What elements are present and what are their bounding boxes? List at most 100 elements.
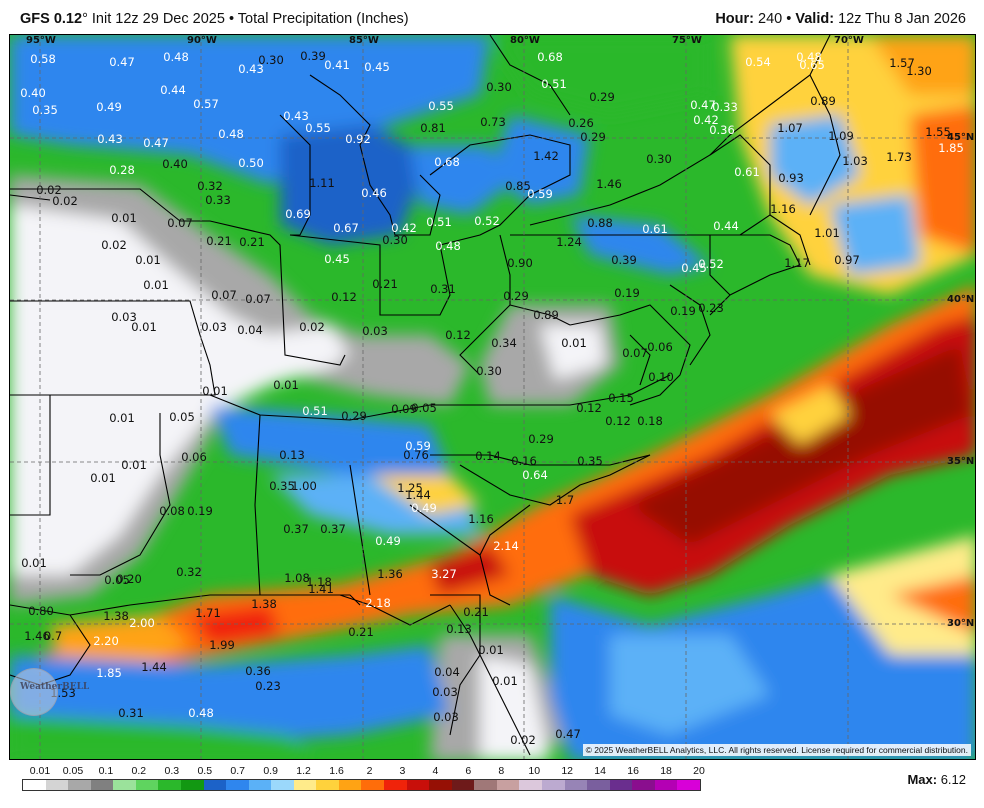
- precip-value-label: 0.85: [505, 179, 531, 193]
- color-scale-tick-label: 16: [627, 765, 639, 777]
- precip-value-label: 0.29: [341, 409, 367, 423]
- precip-value-label: 0.31: [118, 706, 144, 720]
- precip-value-label: 0.02: [52, 194, 78, 208]
- precip-value-label: 0.12: [576, 401, 602, 415]
- color-scale-tick-label: 6: [465, 765, 472, 777]
- precip-value-label: 0.47: [555, 727, 581, 741]
- precip-value-label: 0.01: [111, 211, 137, 225]
- precip-value-label: 3.27: [431, 567, 457, 581]
- degree-sign: °: [82, 11, 88, 27]
- precip-value-label: 0.35: [577, 454, 603, 468]
- model-name: GFS 0.12: [20, 11, 83, 27]
- lat-label-30n: 30°N: [947, 618, 975, 629]
- precip-value-label: 1.85: [96, 666, 122, 680]
- color-scale-swatch: [248, 780, 272, 790]
- precip-value-label: 0.07: [211, 288, 237, 302]
- precip-value-label: 0.21: [239, 235, 265, 249]
- precip-value-label: 0.30: [382, 233, 408, 247]
- color-scale-tick-label: 0.9: [263, 765, 278, 777]
- precip-value-label: 0.48: [796, 50, 822, 64]
- precip-value-label: 1.16: [468, 512, 494, 526]
- precip-value-label: 2.14: [493, 539, 519, 553]
- color-scale-tick-label: 4: [432, 765, 439, 777]
- precip-value-label: 0.01: [121, 458, 147, 472]
- precip-value-label: 0.43: [238, 62, 264, 76]
- color-scale-swatch: [135, 780, 159, 790]
- color-scale-swatch: [496, 780, 520, 790]
- precip-value-label: 0.26: [568, 116, 594, 130]
- precip-value-label: 1.11: [309, 176, 335, 190]
- precip-value-label: 0.48: [188, 706, 214, 720]
- precip-value-label: 0.15: [608, 391, 634, 405]
- precip-value-label: 0.47: [143, 136, 169, 150]
- precip-value-label: 0.35: [269, 479, 295, 493]
- precip-value-label: 0.51: [426, 215, 452, 229]
- color-scale-tick-label: 12: [561, 765, 574, 777]
- precip-value-label: 0.13: [446, 622, 472, 636]
- lon-label-80w: 80°W: [510, 35, 540, 46]
- color-scale-swatch: [203, 780, 227, 790]
- precip-value-label: 0.01: [131, 320, 157, 334]
- precip-value-label: 0.03: [201, 320, 227, 334]
- precip-value-label: 0.12: [445, 328, 471, 342]
- precip-value-label: 0.05: [104, 573, 130, 587]
- color-scale-tick-label: 0.3: [164, 765, 180, 777]
- header-bar: GFS 0.12° Init 12z 29 Dec 2025 • Total P…: [0, 0, 984, 34]
- precip-value-label: 0.49: [375, 534, 401, 548]
- precip-value-label: 0.01: [21, 556, 47, 570]
- precip-value-label: 0.46: [361, 186, 387, 200]
- precip-value-label: 1.24: [556, 235, 582, 249]
- color-scale-swatch: [541, 780, 565, 790]
- color-scale-swatch: [384, 780, 407, 790]
- precip-value-label: 1.30: [906, 64, 932, 78]
- color-scale-tick-label: 14: [594, 765, 606, 777]
- precip-value-label: 0.33: [712, 100, 738, 114]
- valid-value: 12z Thu 8 Jan 2026: [834, 11, 966, 27]
- precip-value-label: 0.14: [475, 449, 501, 463]
- color-scale-swatch: [113, 780, 136, 790]
- precip-value-label: 1.18: [306, 575, 332, 589]
- color-scale-swatch: [632, 780, 655, 790]
- precip-value-label: 0.03: [433, 710, 459, 724]
- precip-value-label: 0.05: [411, 401, 437, 415]
- precip-value-label: 1.55: [925, 125, 951, 139]
- precip-value-label: 0.69: [285, 207, 311, 221]
- precip-value-label: 1.41: [308, 582, 334, 596]
- color-scale-swatch: [654, 780, 678, 790]
- precip-value-label: 0.97: [834, 253, 860, 267]
- precip-value-label: 1.73: [886, 150, 912, 164]
- precip-value-label: 0.68: [434, 155, 460, 169]
- precip-value-label: 0.29: [589, 90, 615, 104]
- precip-value-label: 0.48: [218, 127, 244, 141]
- precip-value-label: 1.36: [377, 567, 403, 581]
- color-scale-swatch: [68, 780, 91, 790]
- precip-value-label: 0.29: [528, 432, 554, 446]
- precip-value-label: 0.44: [160, 83, 186, 97]
- map-title: GFS 0.12° Init 12z 29 Dec 2025 • Total P…: [20, 11, 409, 27]
- precip-value-label: 0.29: [580, 130, 606, 144]
- precip-value-label: 0.88: [587, 216, 613, 230]
- precip-value-label: 1.25: [397, 481, 423, 495]
- color-scale-swatch: [609, 780, 633, 790]
- precip-value-label: 0.30: [476, 364, 502, 378]
- lat-label-45n: 45°N: [947, 132, 975, 143]
- color-scale-tick-label: 1.2: [296, 765, 311, 777]
- color-scale-tick-label: 0.7: [230, 765, 245, 777]
- precip-value-label: 0.29: [503, 289, 529, 303]
- precip-value-label: 0.45: [324, 252, 350, 266]
- weatherbell-logo: [10, 668, 58, 716]
- precip-value-label: 0.52: [474, 214, 500, 228]
- precip-value-label: 0.01: [478, 643, 504, 657]
- color-scale-swatch: [158, 780, 181, 790]
- precip-value-label: 0.76: [403, 448, 429, 462]
- graticule: [10, 35, 975, 759]
- color-scale-swatch: [90, 780, 114, 790]
- precip-value-label: 0.02: [510, 733, 536, 747]
- precip-value-label: 0.05: [169, 410, 195, 424]
- precip-value-label: 1.08: [284, 571, 310, 585]
- color-scale-tick-label: 0.2: [131, 765, 147, 777]
- precip-value-label: 0.09: [391, 402, 417, 416]
- precip-value-label: 0.59: [405, 439, 431, 453]
- boundary-lines: [10, 35, 841, 756]
- color-scale-tick-label: 2: [366, 765, 373, 777]
